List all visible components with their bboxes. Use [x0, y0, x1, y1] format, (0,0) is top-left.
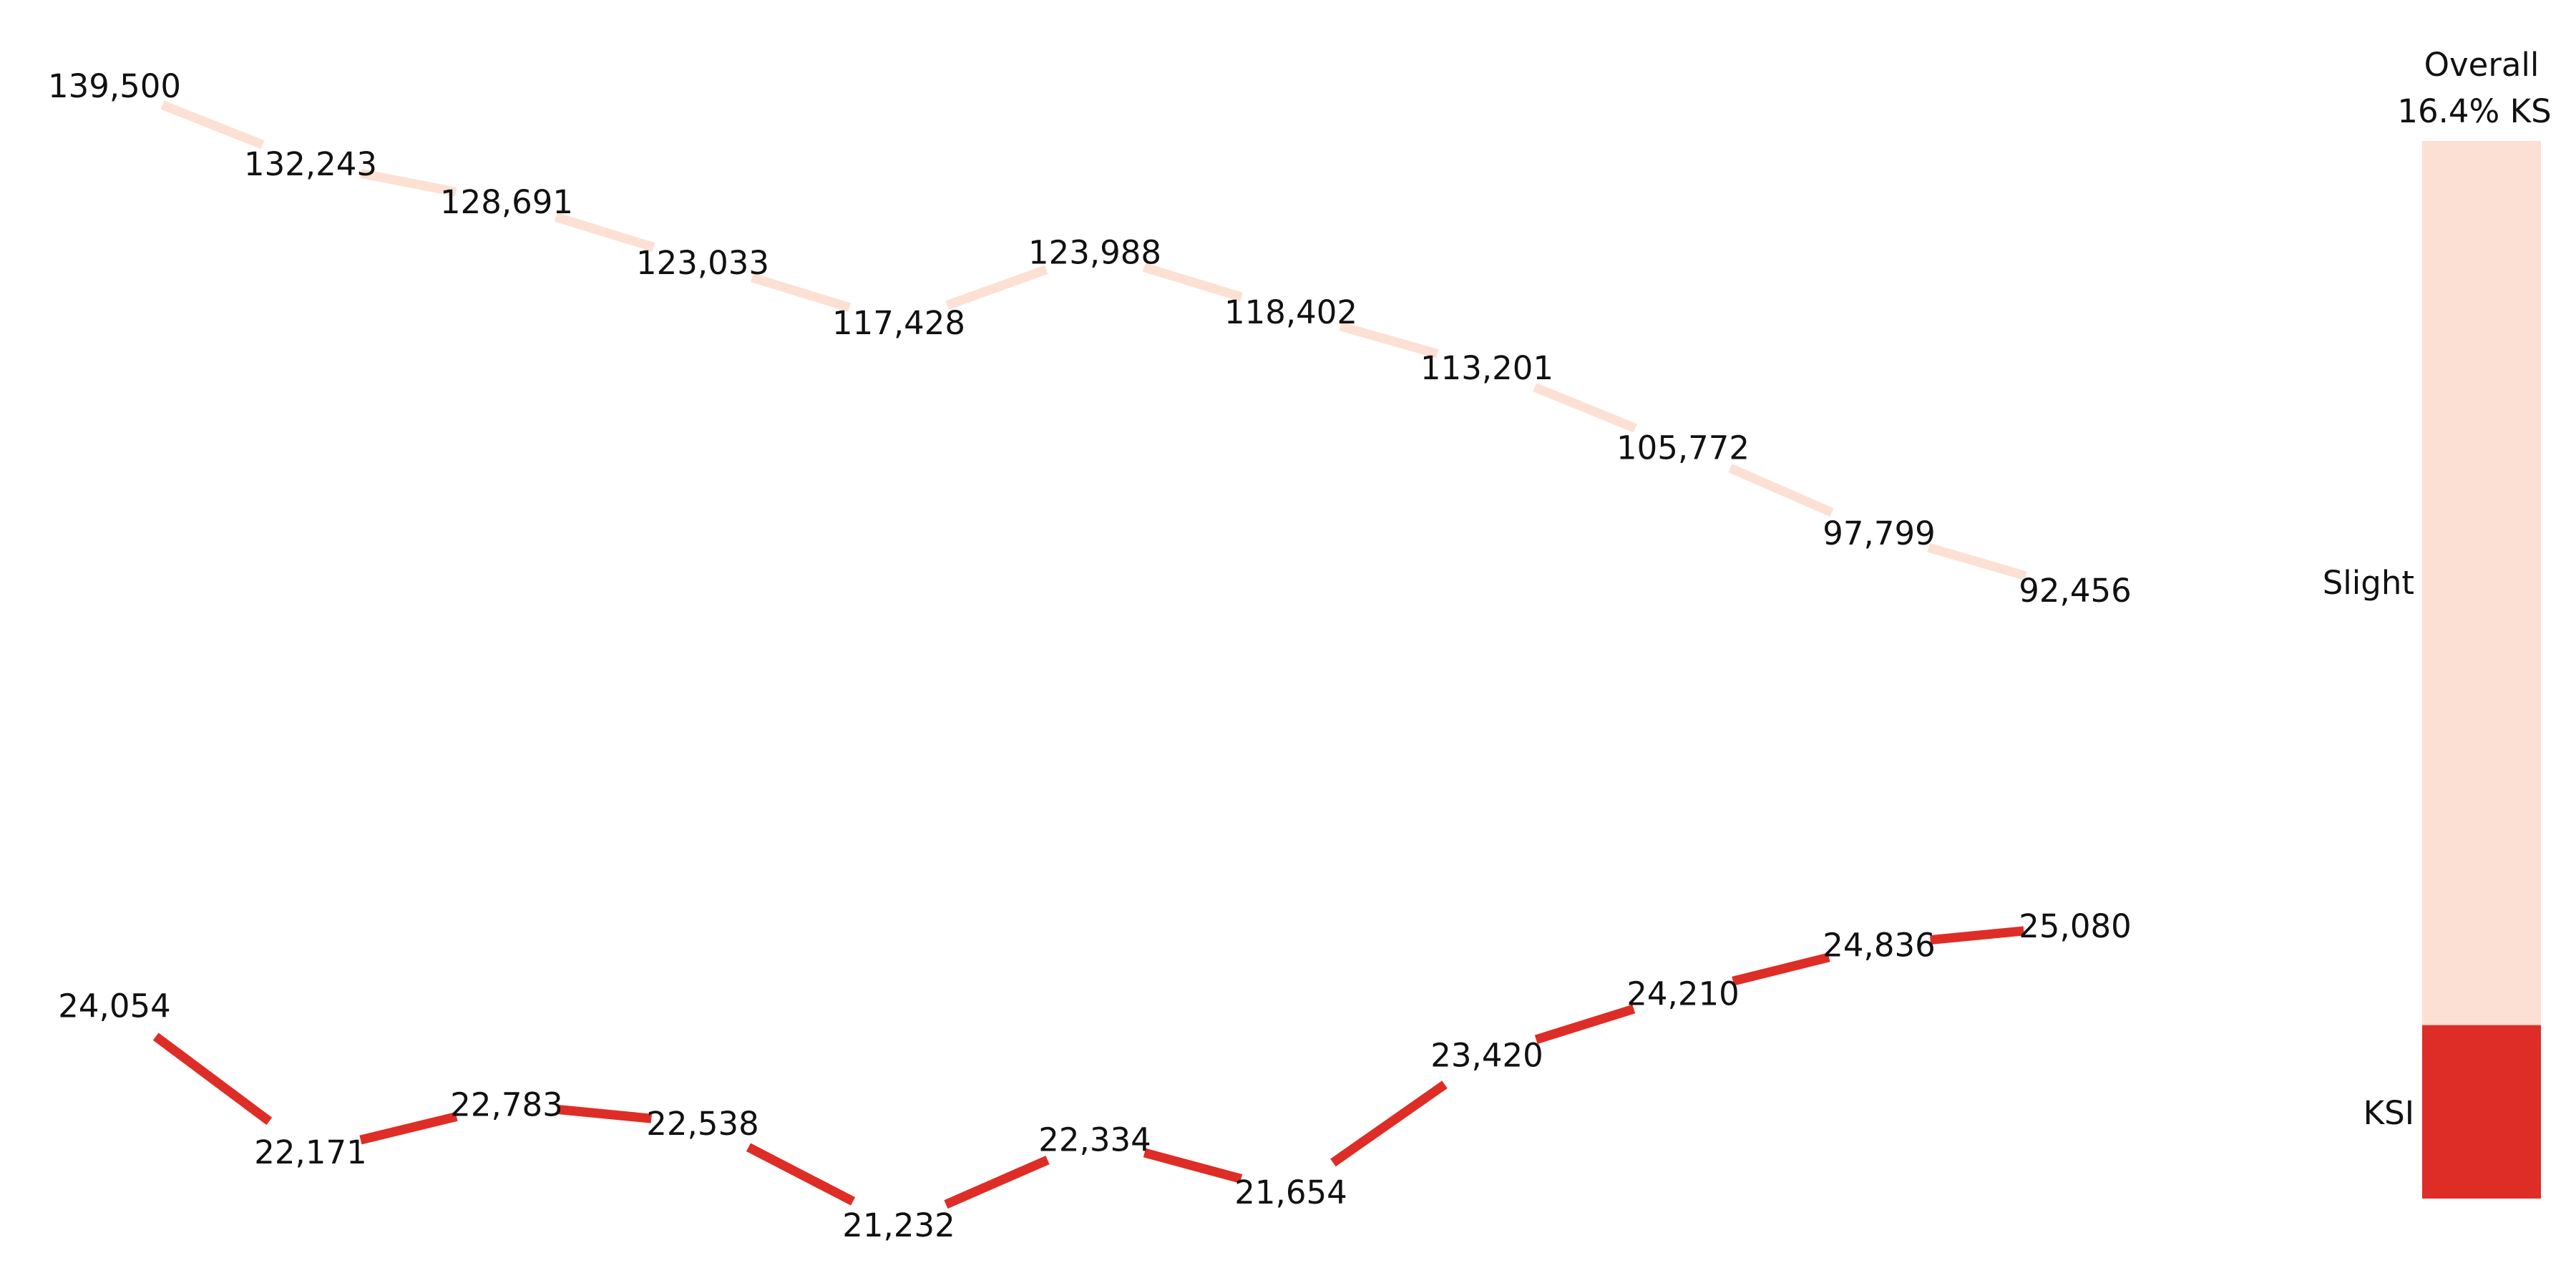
slight-line-segment: [1142, 263, 1244, 302]
ksi-line-segment: [746, 1143, 856, 1206]
slight-series: [160, 100, 2027, 581]
ksi-series: [152, 926, 2024, 1209]
overall-ksi-label: KSI: [2363, 1094, 2414, 1132]
overall-slight-label: Slight: [2323, 564, 2414, 602]
ksi-data-label: 21,232: [842, 1206, 955, 1244]
overall-title-line2: 16.4% KS: [2397, 92, 2551, 130]
slight-data-label: 123,033: [636, 244, 769, 282]
slight-data-labels: 139,500 132,243 128,691 123,033 117,428 123,9…: [48, 67, 2132, 610]
ksi-line-segment: [152, 1033, 273, 1126]
ksi-data-label: 22,538: [646, 1105, 758, 1143]
ksi-line-segment: [1330, 1080, 1448, 1167]
slight-line-segment: [1533, 383, 1637, 433]
overall-ksi-segment: [2422, 1025, 2541, 1199]
ksi-line-segment: [1732, 952, 1830, 986]
ksi-data-labels: 24,054 22,171 22,783 22,538 21,232 22,334 21,6…: [58, 907, 2131, 1244]
ksi-line-segment: [1143, 1148, 1243, 1184]
overall-title-line1: Overall: [2424, 46, 2540, 84]
slight-data-label: 97,799: [1823, 514, 1935, 552]
ksi-data-label: 24,210: [1626, 975, 1739, 1013]
slight-line-segment: [945, 265, 1048, 310]
slight-line-segment: [1927, 542, 2027, 581]
slight-line-segment: [360, 169, 457, 197]
slight-line-segment: [554, 213, 655, 252]
ksi-data-label: 23,420: [1430, 1036, 1543, 1074]
ksi-line-segment: [1930, 926, 2024, 945]
ksi-data-label: 22,783: [450, 1086, 562, 1124]
slight-data-label: 113,201: [1420, 349, 1553, 387]
slight-data-label: 123,988: [1028, 233, 1161, 271]
ksi-data-label: 24,836: [1823, 927, 1935, 965]
ksi-data-label: 21,654: [1234, 1174, 1347, 1211]
ksi-data-label: 24,054: [58, 987, 170, 1025]
ksi-line-segment: [1534, 1004, 1636, 1045]
ksi-data-label: 25,080: [2019, 907, 2131, 945]
slight-data-label: 132,243: [244, 145, 377, 183]
slight-line-segment: [750, 273, 852, 312]
slight-data-label: 139,500: [48, 67, 181, 105]
ksi-data-label: 22,334: [1038, 1121, 1151, 1158]
slight-line-segment: [160, 100, 265, 150]
slight-line-segment: [1728, 464, 1834, 517]
slight-data-label: 92,456: [2019, 572, 2131, 610]
slight-data-label: 118,402: [1224, 293, 1357, 331]
ksi-line-segment: [944, 1156, 1050, 1209]
ksi-data-label: 22,171: [254, 1133, 366, 1171]
overall-bar: Overall 16.4% KS Slight KSI: [2323, 46, 2552, 1199]
overall-slight-segment: [2422, 141, 2541, 1025]
ksi-line-segment: [359, 1112, 458, 1145]
slight-data-label: 128,691: [440, 183, 573, 221]
ksi-line-segment: [557, 1105, 652, 1123]
slight-data-label: 117,428: [832, 304, 965, 342]
slight-line-segment: [1339, 321, 1439, 358]
slight-data-label: 105,772: [1616, 429, 1750, 467]
